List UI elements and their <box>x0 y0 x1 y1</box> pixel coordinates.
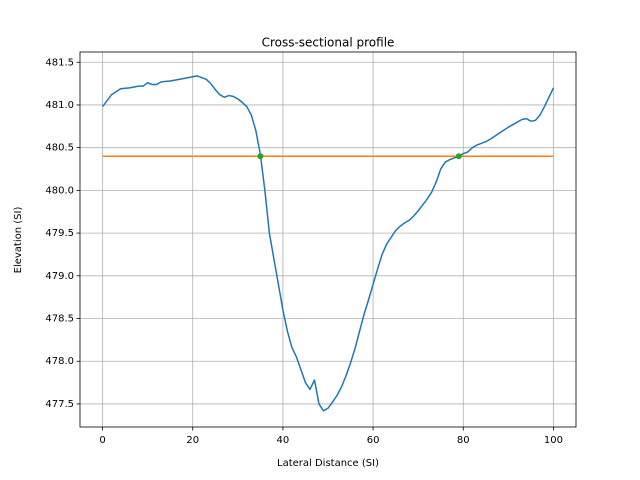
x-tick-label: 20 <box>186 435 199 446</box>
plot-frame <box>79 51 577 428</box>
y-tick-label: 481.0 <box>45 100 74 111</box>
y-tick-label: 479.0 <box>45 271 74 282</box>
y-tick-label: 480.5 <box>45 143 74 154</box>
intersection-point <box>257 153 264 160</box>
y-tick-label: 477.5 <box>45 399 74 410</box>
series-line <box>101 75 555 412</box>
y-tick-label: 479.5 <box>45 228 74 239</box>
y-tick-label: 480.0 <box>45 185 74 196</box>
x-tick-label: 40 <box>277 435 290 446</box>
y-tick-label: 478.0 <box>45 356 74 367</box>
y-axis-label: Elevation (SI) <box>13 207 24 274</box>
x-tick-label: 0 <box>99 435 105 446</box>
x-tick-label: 100 <box>544 435 563 446</box>
y-tick-label: 481.5 <box>45 57 74 68</box>
x-tick-label: 60 <box>367 435 380 446</box>
x-axis-label: Lateral Distance (SI) <box>277 458 379 469</box>
y-tick-label: 478.5 <box>45 314 74 325</box>
intersection-point <box>455 153 462 160</box>
chart-title: Cross-sectional profile <box>262 36 395 50</box>
x-tick-label: 80 <box>457 435 470 446</box>
